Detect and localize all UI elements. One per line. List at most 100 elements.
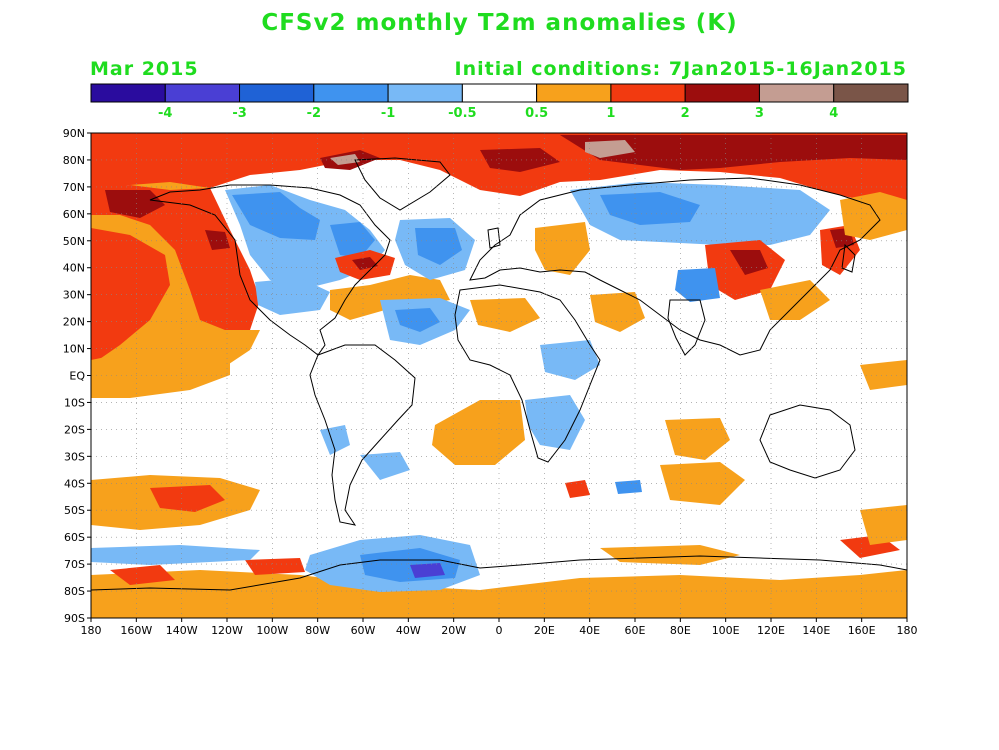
lat-tick-label: 30N: [63, 289, 85, 302]
lat-tick-label: 50S: [64, 504, 85, 517]
nw-pacific-orange: [840, 192, 907, 240]
east-africa-cold: [540, 340, 600, 380]
colorbar-bin: [833, 83, 909, 103]
coastlines: [91, 157, 907, 591]
atlantic-orange: [330, 275, 450, 320]
lat-tick-label: 20S: [64, 423, 85, 436]
lon-tick-label: 180: [81, 624, 102, 637]
lat-tick-label: 20N: [63, 316, 85, 329]
colorbar-bin: [164, 83, 241, 103]
s-pacific-warm-core: [150, 485, 225, 512]
lat-tick-label: 60S: [64, 531, 85, 544]
dark-warm-pacific: [105, 190, 165, 218]
s-ocean-orange-e: [600, 545, 740, 565]
europe-orange: [535, 222, 590, 275]
initial-conditions-label: Initial conditions: 7Jan2015-16Jan2015: [454, 58, 907, 80]
colorbar: -4 -3 -2 -1 -0.5 0.5 1 2 3 4: [90, 83, 909, 121]
lat-tick-label: 10N: [63, 343, 85, 356]
eq-pacific-orange: [91, 345, 230, 398]
colorbar-bin: [90, 83, 166, 103]
valid-month-label: Mar 2015: [90, 58, 199, 80]
greenland-brown-spot: [330, 154, 360, 165]
north-atlantic-cold-core: [415, 228, 462, 265]
lon-tick-label: 60E: [625, 624, 646, 637]
s-ocean-cold-band: [91, 545, 260, 565]
lat-tick-label: 40N: [63, 262, 85, 275]
dark-warm-alaska: [205, 230, 230, 250]
lon-tick-label: 160E: [848, 624, 876, 637]
colorbar-bin: [387, 83, 463, 103]
colorbar-label: -1: [381, 106, 395, 121]
lat-tick-label: 30S: [64, 450, 85, 463]
lat-tick-label: 80S: [64, 585, 85, 598]
lon-axis: 180 160W 140W 120W 100W 80W 60W 40W 20W 0 20E 40E 60…: [81, 618, 918, 637]
south-indian-orange: [660, 462, 745, 505]
se-us-cold: [255, 278, 330, 315]
s-atlantic-orange: [432, 400, 525, 465]
lat-tick-label: EQ: [69, 370, 85, 383]
anomaly-field: [91, 133, 907, 618]
colorbar-label: -0.5: [448, 106, 476, 121]
arctic-dark-warm: [560, 135, 907, 170]
lon-tick-label: 140E: [802, 624, 830, 637]
atlantic-cold-core: [395, 308, 440, 332]
siberia-cold-core: [600, 192, 700, 225]
lon-tick-label: 100E: [712, 624, 740, 637]
antarctic-warm-w: [110, 565, 175, 585]
s-indian-cold: [615, 480, 642, 494]
map-panel: 180 160W 140W 120W 100W 80W 60W 40W 20W 0 20E 40E 60…: [63, 127, 918, 637]
lat-tick-label: 50N: [63, 235, 85, 248]
lon-tick-label: 120W: [211, 624, 243, 637]
colorbar-bin: [239, 83, 315, 103]
east-na-cold: [330, 222, 375, 258]
colorbar-label: 2: [681, 106, 690, 121]
arctic-dark-warm-2: [480, 148, 560, 172]
lon-tick-label: 120E: [757, 624, 785, 637]
lon-tick-label: 20W: [441, 624, 466, 637]
indian-ocean-orange: [665, 418, 730, 460]
s-indian-warm: [565, 480, 590, 498]
east-asia-orange: [760, 280, 830, 320]
lon-tick-label: 0: [496, 624, 503, 637]
lon-tick-label: 80E: [670, 624, 691, 637]
tibet-cold: [675, 268, 720, 302]
central-asia-dark: [730, 250, 768, 275]
colorbar-label: 0.5: [525, 106, 548, 121]
lon-tick-label: 20E: [534, 624, 555, 637]
lat-tick-label: 90S: [64, 612, 85, 625]
na-east-coast-dark: [352, 257, 378, 270]
west-pacific-orange: [860, 360, 907, 390]
colorbar-label: 3: [755, 106, 764, 121]
colorbar-bin: [313, 83, 389, 103]
colorbar-label: 4: [829, 106, 838, 121]
map-title: CFSv2 monthly T2m anomalies (K): [261, 10, 738, 36]
lat-tick-label: 80N: [63, 154, 85, 167]
lat-tick-label: 40S: [64, 477, 85, 490]
colorbar-bin: [758, 83, 835, 103]
s-atlantic-cold: [360, 452, 410, 480]
colorbar-label: -2: [307, 106, 321, 121]
antarctic-warm-c: [245, 558, 305, 575]
s-ocean-orange-w: [860, 505, 907, 545]
lat-tick-label: 70N: [63, 181, 85, 194]
s-america-cold: [320, 425, 350, 455]
lat-axis: 90N 80N 70N 60N 50N 40N 30N 20N 10N EQ 10S 20S 30S 40…: [63, 127, 91, 625]
colorbar-bin: [684, 83, 760, 103]
colorbar-bin: [610, 83, 686, 103]
lon-tick-label: 140W: [166, 624, 198, 637]
arabia-orange: [590, 292, 645, 332]
lon-tick-label: 180: [897, 624, 918, 637]
lon-tick-label: 60W: [351, 624, 376, 637]
lon-tick-label: 100W: [256, 624, 288, 637]
canada-cold-core: [232, 192, 320, 240]
colorbar-label: -4: [158, 106, 172, 121]
arctic-brown-spot: [585, 140, 635, 158]
lat-tick-label: 90N: [63, 127, 85, 140]
colorbar-bin: [536, 83, 612, 103]
lat-tick-label: 70S: [64, 558, 85, 571]
lon-tick-label: 40W: [396, 624, 421, 637]
antarctic-deep-cold: [410, 563, 445, 578]
s-africa-cold: [525, 395, 585, 450]
lon-tick-label: 160W: [120, 624, 152, 637]
